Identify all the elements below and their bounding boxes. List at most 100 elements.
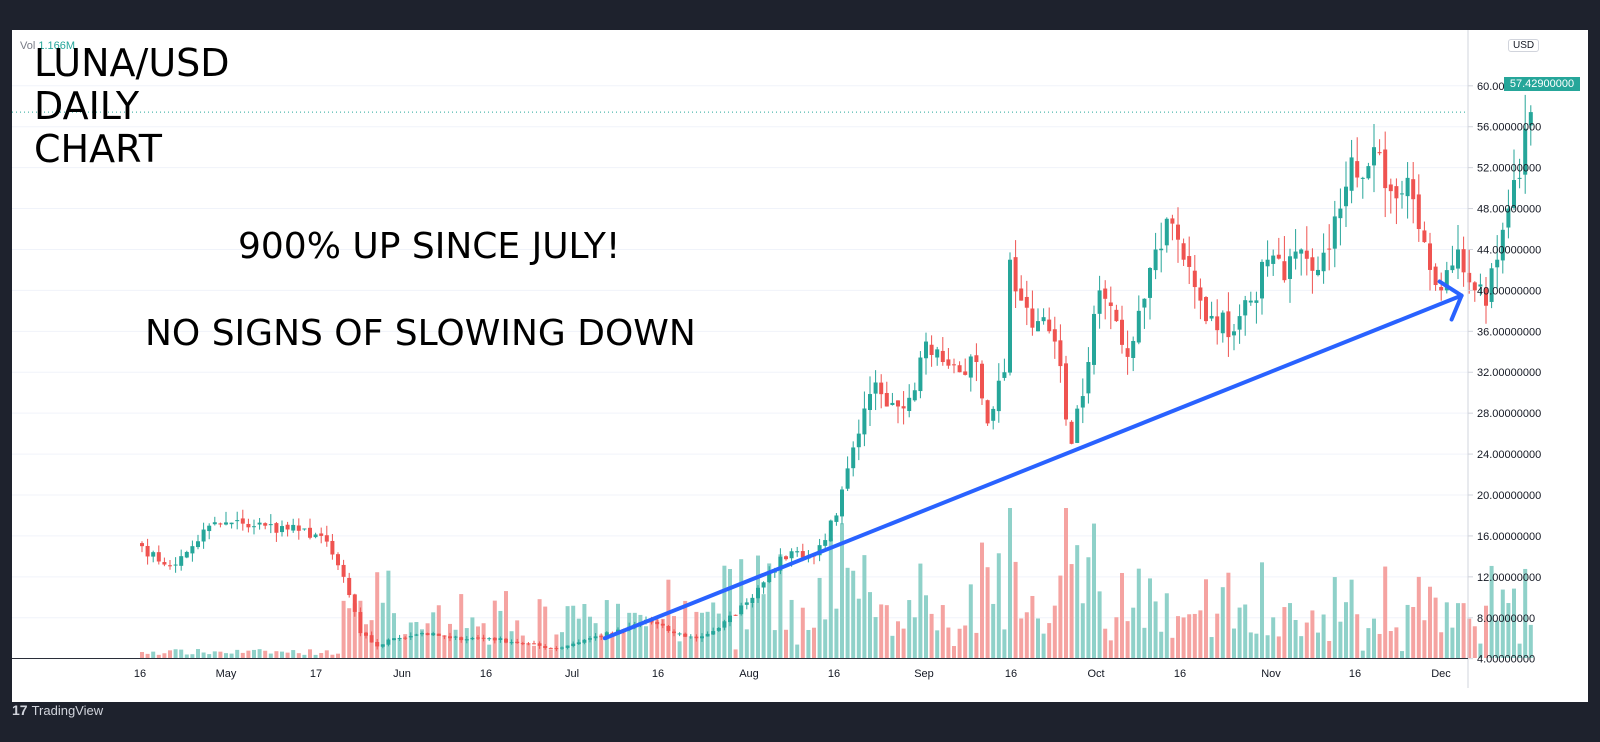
volume-bar	[733, 649, 738, 658]
volume-bar	[224, 653, 228, 658]
candles	[140, 94, 1533, 652]
volume-bar	[1316, 632, 1320, 658]
candle-body	[957, 365, 962, 373]
volume-bar	[1024, 612, 1029, 658]
candle-body	[1086, 362, 1091, 394]
candle-body	[1400, 193, 1404, 195]
volume-bar	[1148, 578, 1152, 658]
volume-bar	[851, 570, 856, 658]
volume-bar	[162, 653, 167, 658]
candle-body	[403, 637, 408, 639]
price-tick-label: 44.00000000	[1477, 244, 1541, 256]
volume-bar	[683, 600, 688, 658]
volume-bar	[1293, 619, 1298, 658]
candle-body	[845, 468, 850, 489]
time-tick-label: Jul	[565, 668, 579, 680]
candle-body	[156, 552, 161, 562]
candle-body	[543, 646, 548, 648]
candle-body	[1276, 254, 1281, 259]
candle-body	[341, 564, 346, 577]
candle-body	[179, 556, 184, 566]
volume-bar	[492, 600, 497, 658]
volume-bar	[302, 654, 307, 658]
time-tick-label: 16	[652, 668, 664, 680]
candle-body	[1226, 311, 1231, 338]
candle-body	[240, 518, 245, 524]
candle-body	[364, 632, 368, 636]
volume-bar	[347, 608, 352, 658]
candle-body	[257, 522, 262, 525]
candle-body	[1170, 218, 1175, 224]
candle-body	[901, 406, 906, 409]
candle-body	[1388, 184, 1393, 192]
candle-body	[1523, 128, 1528, 175]
volume-bar	[627, 612, 632, 658]
candle-body	[274, 523, 279, 533]
candle-body	[677, 633, 682, 635]
candle-body	[1198, 287, 1203, 301]
candle-body	[397, 637, 402, 639]
volume-bar	[750, 603, 755, 658]
candle-body	[778, 556, 783, 571]
time-axis[interactable]: 16 May 17 Jun 16 Jul 16 Aug 16 Sep 16 Oct 16 Nov 16 Dec	[134, 668, 1451, 680]
price-tick-label: 48.00000000	[1477, 204, 1541, 216]
time-tick-label: 16	[134, 668, 146, 680]
candle-body	[862, 408, 867, 435]
volume-bar	[386, 570, 391, 658]
candle-body	[313, 534, 318, 538]
volume-bar	[526, 643, 531, 658]
candle-body	[532, 643, 536, 645]
volume-bar	[1075, 545, 1080, 658]
candle-body	[1008, 259, 1012, 373]
volume-bar	[235, 649, 240, 658]
volume-bar	[504, 591, 508, 658]
volume-bar	[1170, 637, 1175, 658]
volume-bar	[795, 644, 800, 658]
time-tick-label: 16	[1349, 668, 1361, 680]
candle-body	[1237, 316, 1242, 330]
candle-body	[952, 364, 956, 366]
candle-body	[1316, 269, 1320, 276]
price-chart[interactable]: 4.00000000 8.00000000 12.00000000 16.000000…	[12, 30, 1588, 702]
volume-bar	[1254, 633, 1259, 658]
candle-body	[756, 587, 760, 599]
tradingview-brand[interactable]: 17 TradingView	[12, 700, 103, 720]
volume-bar	[845, 567, 850, 658]
price-tick-label: 16.00000000	[1477, 531, 1541, 543]
volume-bar	[1355, 614, 1360, 658]
candle-body	[705, 633, 710, 637]
candle-body	[716, 627, 721, 631]
volume-bar	[610, 633, 615, 658]
chart-pane[interactable]: 4.00000000 8.00000000 12.00000000 16.000000…	[12, 30, 1588, 702]
candle-body	[1125, 348, 1130, 357]
candle-body	[1120, 319, 1124, 345]
price-axis[interactable]: 4.00000000 8.00000000 12.00000000 16.000000…	[1468, 81, 1541, 666]
price-tick-label: 8.00000000	[1477, 613, 1535, 625]
volume-bar	[1489, 565, 1494, 658]
volume-bar	[560, 632, 564, 658]
volume-bar	[907, 600, 912, 658]
currency-badge[interactable]: USD	[1508, 39, 1540, 52]
candle-body	[963, 371, 968, 375]
volume-bar	[330, 654, 335, 658]
volume-bar	[380, 602, 385, 658]
candle-body	[1209, 315, 1214, 319]
volume-bar	[1220, 587, 1225, 658]
candle-body	[526, 643, 531, 645]
volume-bar	[761, 594, 766, 658]
candle-body	[1159, 248, 1164, 251]
candle-body	[302, 528, 307, 530]
volume-bar	[212, 651, 217, 658]
volume-bar	[856, 598, 861, 658]
candle-body	[1036, 321, 1040, 332]
volume-bar	[520, 635, 525, 658]
time-tick-label: Aug	[739, 668, 759, 680]
candle-body	[683, 633, 688, 637]
volume-bar	[1243, 604, 1248, 658]
volume-bar	[1288, 603, 1292, 658]
candle-body	[1495, 259, 1500, 268]
volume-bar	[487, 644, 492, 658]
volume-bar	[1433, 597, 1438, 658]
candle-body	[1019, 288, 1024, 301]
volume-bar	[716, 613, 721, 658]
